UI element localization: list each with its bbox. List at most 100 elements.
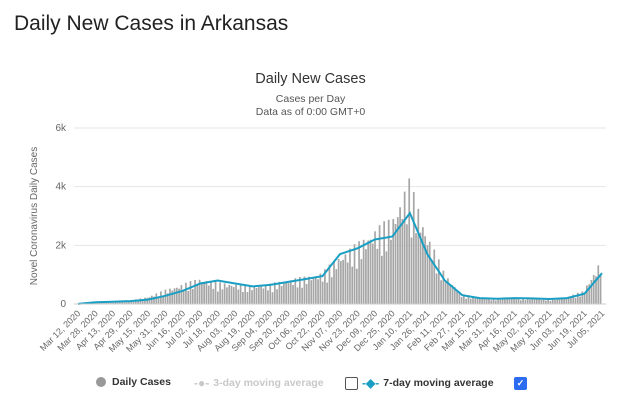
daily-cases-bar (337, 259, 340, 304)
daily-cases-bar (572, 294, 575, 304)
daily-cases-bar (321, 281, 324, 304)
y-tick-label: 0 (60, 299, 66, 310)
daily-cases-bar (292, 285, 294, 304)
daily-cases-bar (153, 296, 155, 304)
daily-cases-bar (349, 248, 351, 304)
daily-cases-bar (540, 299, 543, 304)
legend-3-day-checkbox-wrap[interactable] (345, 377, 358, 390)
daily-cases-bar (221, 289, 224, 304)
daily-cases-bar (399, 207, 401, 304)
daily-cases-bar (257, 286, 260, 304)
daily-cases-bar (360, 259, 363, 304)
daily-cases-bar (216, 291, 219, 304)
daily-cases-bar (374, 231, 376, 304)
daily-cases-bar (497, 298, 499, 304)
daily-cases-bar (251, 290, 253, 304)
daily-cases-bar (431, 260, 433, 304)
daily-cases-bar (205, 281, 208, 304)
daily-cases-bar (501, 298, 504, 304)
daily-cases-bar (239, 284, 242, 304)
daily-cases-bar (428, 241, 431, 304)
y-tick-label: 2k (55, 240, 67, 251)
daily-cases-bar (412, 191, 415, 304)
daily-cases-bar (529, 299, 531, 304)
legend-3-day-checkbox[interactable] (345, 377, 358, 390)
daily-cases-bar (444, 282, 447, 304)
daily-cases-bar (212, 288, 215, 304)
daily-cases-bar (128, 301, 130, 304)
daily-cases-bar (560, 298, 563, 304)
daily-cases-bar (440, 280, 442, 304)
daily-cases-bar (114, 302, 117, 304)
daily-cases-bar (449, 283, 452, 304)
daily-cases-bar (344, 254, 347, 304)
daily-cases-bar (592, 274, 595, 304)
daily-cases-bar (563, 298, 565, 304)
legend-7-day-average[interactable]: -◆- 7-day moving average (362, 376, 494, 390)
daily-cases-bar (150, 295, 153, 304)
daily-cases-bar (219, 282, 221, 304)
daily-cases-bar (203, 282, 206, 304)
daily-cases-bar (456, 291, 458, 304)
daily-cases-bar (298, 276, 301, 304)
daily-cases-bar (394, 224, 397, 304)
daily-cases-bar (367, 240, 370, 304)
daily-cases-bar (191, 289, 194, 304)
daily-cases-bar (490, 300, 493, 304)
daily-cases-bar (517, 297, 520, 304)
legend-daily-cases-marker (96, 377, 106, 387)
daily-cases-bar (542, 298, 545, 304)
daily-cases-bar (248, 284, 251, 304)
daily-cases-bar (567, 296, 570, 304)
daily-cases-bar (570, 297, 572, 304)
legend-3-day-average[interactable]: -●- 3-day moving average (194, 376, 324, 390)
legend-3-day-label: 3-day moving average (213, 377, 324, 389)
daily-cases-bar (465, 298, 468, 304)
daily-cases-bar (533, 299, 536, 304)
daily-cases-bar (369, 239, 372, 304)
daily-cases-bar (396, 217, 399, 304)
daily-cases-bar (590, 279, 593, 304)
legend-7-day-checkbox[interactable]: ✓ (514, 377, 527, 390)
chart-data-timestamp: Data as of 0:00 GMT+0 (255, 106, 366, 118)
daily-cases-bar (451, 285, 454, 304)
daily-cases-bar (358, 241, 360, 304)
daily-cases-bar (408, 178, 411, 304)
daily-cases-bar (551, 298, 554, 304)
daily-cases-bar (403, 191, 406, 304)
daily-cases-bar (308, 276, 310, 304)
legend-7-day-checkbox-wrap[interactable]: ✓ (514, 377, 527, 390)
daily-cases-bar (535, 299, 538, 304)
daily-cases-bar (175, 287, 178, 304)
y-tick-label: 4k (55, 182, 67, 193)
daily-cases-bar (157, 296, 160, 304)
daily-cases-bar (109, 302, 112, 304)
daily-cases-bar (481, 298, 483, 304)
daily-cases-bar (273, 282, 276, 304)
daily-cases-bar (180, 285, 183, 304)
daily-cases-bar (130, 300, 133, 304)
daily-cases-bar (453, 287, 456, 304)
daily-cases-bar (330, 277, 333, 304)
daily-cases-bar (510, 298, 513, 304)
legend-7-day-marker-icon: -◆- (362, 376, 380, 390)
daily-cases-bar (296, 287, 299, 304)
daily-cases-bar (576, 292, 579, 304)
daily-cases-bar (426, 245, 429, 304)
daily-cases-bar (244, 284, 247, 304)
daily-cases-bar (406, 224, 408, 304)
daily-cases-bar (463, 294, 465, 304)
daily-cases-bar (494, 300, 497, 304)
daily-cases-bar (558, 299, 561, 304)
chart-title: Daily New Cases (255, 71, 366, 87)
daily-cases-bar (326, 282, 329, 304)
legend-daily-cases[interactable]: Daily Cases (96, 376, 171, 388)
daily-cases-bar (556, 298, 559, 304)
daily-cases-bar (312, 277, 315, 304)
daily-cases-bar (387, 219, 390, 304)
daily-cases-bar (499, 299, 502, 304)
daily-cases-bar (371, 243, 374, 304)
daily-cases-bar (207, 285, 210, 304)
daily-cases-bar (504, 298, 506, 304)
